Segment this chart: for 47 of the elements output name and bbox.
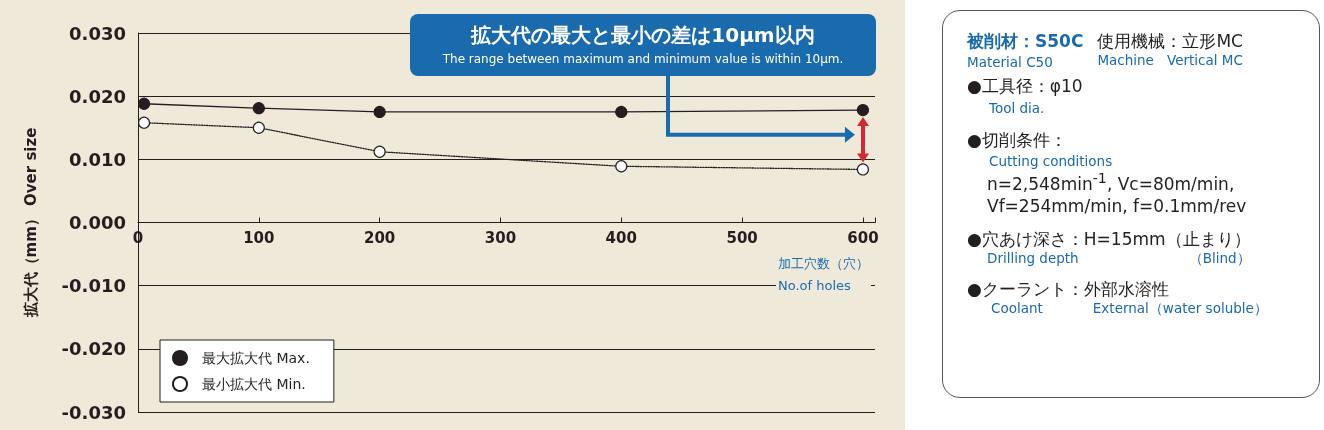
text: Drilling depth [987,250,1079,268]
annotation: The range between maximum and minimum value is within 10μm. [441,51,845,68]
text: Vf=254mm/min, f=0.1mm/rev [987,195,1247,216]
text: ●穴あけ深さ：H=15mm（止まり） [967,228,1251,249]
x-tick-label: 600 [847,229,879,247]
text: 使用機械：立形MC [1097,31,1243,51]
y-tick-label: -0.020 [61,338,126,360]
point [373,105,386,119]
point [615,105,628,119]
y-axis-title: 拡大代（mm） Over size [21,127,40,319]
text: Coolant [991,300,1043,318]
x-tick-label: 100 [243,229,275,247]
text: Vertical MC [1167,52,1243,70]
text: Material C50 [967,54,1053,71]
point [856,103,870,117]
point [252,121,265,134]
x-tick-label: 300 [484,229,517,247]
x-tick-label: 400 [605,229,637,247]
callout-box: 拡大代の最大と最小の差は10μm以内 The range between maximum and minimum value is within 10μm. [410,14,876,76]
legend-label: 最小拡大代 Min. [202,376,306,392]
text: ●工具径：φ10 [967,76,1083,97]
point [856,163,870,176]
point [137,97,151,110]
y-tick-label: 0.030 [69,22,126,44]
y-tick-label: 0.020 [69,85,126,107]
x-tick-label: 500 [726,229,758,247]
y-tick-label: -0.010 [61,275,126,297]
text: ●クーラント：外部水溶性 [967,279,1169,300]
text: Cutting conditions [989,152,1113,169]
text: 被削材：S50C [967,31,1084,51]
x-axis-title: 加工穴数（穴） No.of holes [778,256,869,293]
text: ●切削条件： [967,129,1067,150]
point [373,145,386,158]
text: （Blind） [1188,250,1251,268]
y-tick-label: 0.010 [69,148,126,170]
point [252,102,265,115]
y-tick-label: -0.030 [61,401,126,423]
legend-label: 最大拡大代 Max. [202,350,310,366]
x-tick-label: 200 [363,229,396,247]
point [615,160,628,173]
y-tick-label: 0.000 [69,212,126,233]
text: Tool dia. [989,99,1045,116]
text: External（water soluble） [1092,300,1268,318]
text: Machine [1097,52,1154,70]
text: n=2,548min$^{-1}$, Vc=80m/min, [987,170,1235,195]
point [137,116,151,129]
annotation: 拡大代の最大と最小の差は10μm以内 [469,22,816,49]
